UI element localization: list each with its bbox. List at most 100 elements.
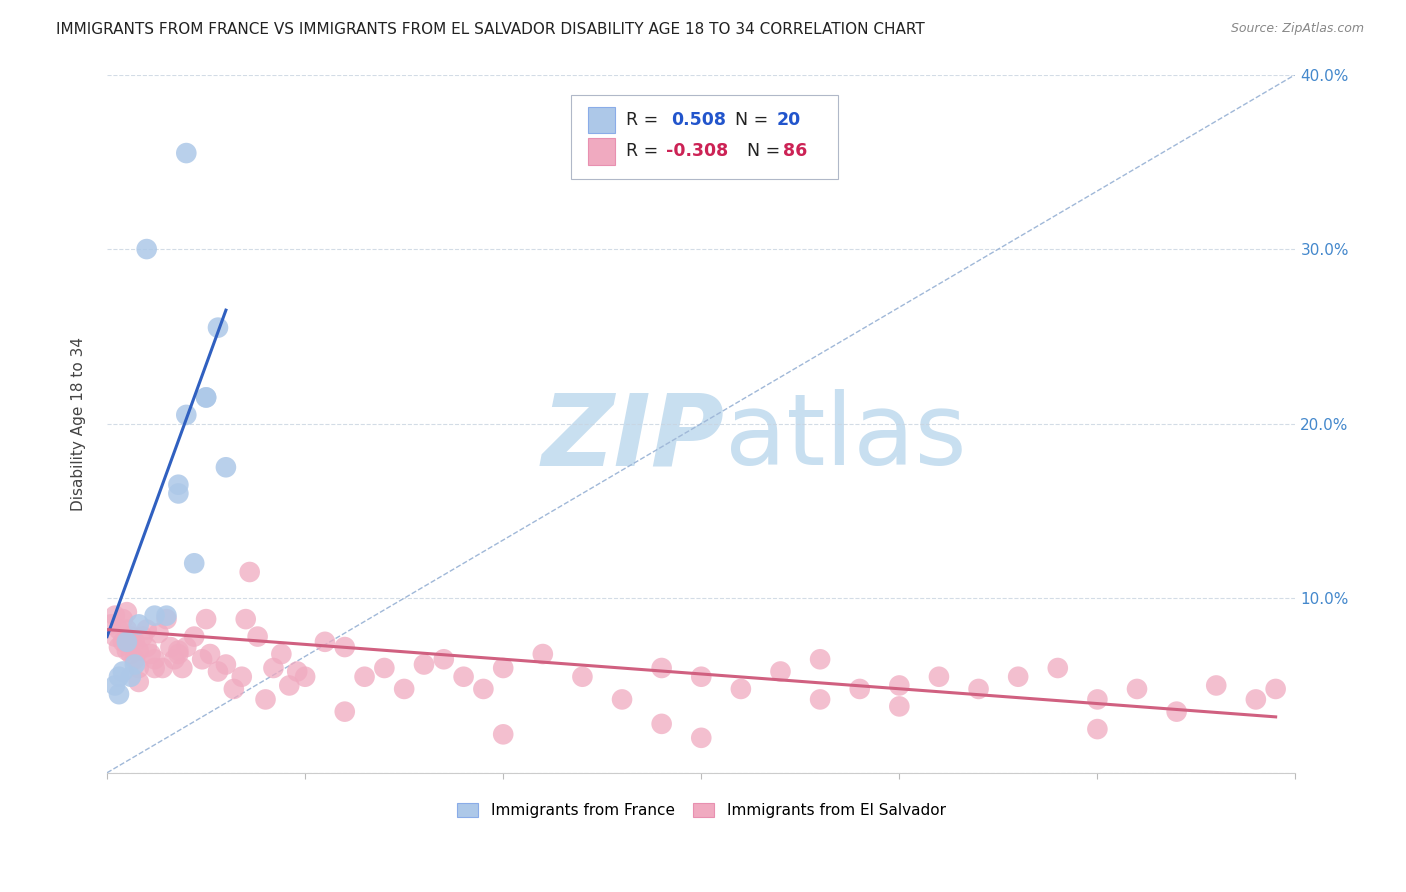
Point [115,623,138,637]
Point [139,647,162,661]
Point [124,635,146,649]
Point [254,692,277,706]
Point [135,242,157,256]
Point [172,661,194,675]
Point [848,681,870,696]
Point [492,661,515,675]
Point [104,608,127,623]
Point [120,647,142,661]
Point [167,643,190,657]
Text: Source: ZipAtlas.com: Source: ZipAtlas.com [1230,22,1364,36]
Point [132,630,155,644]
Point [111,612,134,626]
Text: 86: 86 [783,143,807,161]
Point [155,612,177,626]
Point [148,626,170,640]
Point [270,647,292,661]
Y-axis label: Disability Age 18 to 34: Disability Age 18 to 34 [72,336,86,510]
Point [104,678,127,692]
Text: -0.308: -0.308 [665,143,728,161]
Point [176,408,198,422]
Point [207,320,229,334]
Text: atlas: atlas [725,389,967,486]
Point [1087,722,1109,736]
Point [413,657,436,672]
Point [195,391,218,405]
Point [1087,692,1109,706]
Point [531,647,554,661]
Point [207,665,229,679]
Point [690,670,713,684]
Point [373,661,395,675]
Point [135,623,157,637]
FancyBboxPatch shape [571,95,838,179]
Point [100,617,122,632]
Point [176,640,198,654]
Point [222,681,245,696]
Point [124,652,146,666]
Point [453,670,475,684]
Point [1166,705,1188,719]
Point [1046,661,1069,675]
Point [215,657,238,672]
Point [730,681,752,696]
Point [143,661,166,675]
Point [239,565,262,579]
Point [1244,692,1267,706]
Point [492,727,515,741]
Point [176,146,198,161]
FancyBboxPatch shape [588,107,614,133]
Point [690,731,713,745]
Point [120,670,142,684]
Point [128,661,150,675]
Point [1007,670,1029,684]
Point [128,643,150,657]
Point [967,681,990,696]
Text: IMMIGRANTS FROM FRANCE VS IMMIGRANTS FROM EL SALVADOR DISABILITY AGE 18 TO 34 CO: IMMIGRANTS FROM FRANCE VS IMMIGRANTS FRO… [56,22,925,37]
Text: N =: N = [724,111,773,129]
Point [333,705,356,719]
Point [235,612,257,626]
Point [195,391,218,405]
Point [152,661,174,675]
Point [651,717,673,731]
Point [128,617,150,632]
Point [314,635,336,649]
Point [198,647,221,661]
Point [108,670,131,684]
Point [167,647,190,661]
Point [392,681,415,696]
Point [1264,681,1286,696]
Legend: Immigrants from France, Immigrants from El Salvador: Immigrants from France, Immigrants from … [451,797,952,824]
Point [108,687,131,701]
Point [115,635,138,649]
Point [262,661,284,675]
Point [195,612,218,626]
Point [889,678,911,692]
Point [231,670,253,684]
Point [155,608,177,623]
Text: 0.508: 0.508 [672,111,727,129]
Point [115,605,138,619]
Point [571,670,593,684]
Text: N =: N = [735,143,786,161]
Text: ZIP: ZIP [543,389,725,486]
Point [143,608,166,623]
Point [124,657,146,672]
Point [610,692,633,706]
Point [246,630,269,644]
Point [353,670,375,684]
Point [808,652,831,666]
Point [111,635,134,649]
Point [278,678,301,692]
Text: 20: 20 [776,111,800,129]
Point [183,630,205,644]
Point [215,460,238,475]
Point [163,652,186,666]
Point [1126,681,1149,696]
Point [769,665,792,679]
Point [115,643,138,657]
Point [167,477,190,491]
Point [111,665,134,679]
Point [167,486,190,500]
